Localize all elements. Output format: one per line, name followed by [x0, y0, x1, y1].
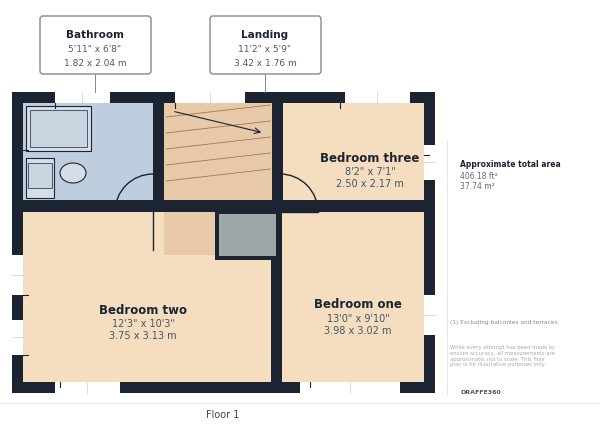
Bar [12, 92, 435, 393]
Bar [55, 92, 110, 103]
Bar [215, 210, 280, 260]
Bar [164, 212, 272, 255]
Bar [23, 103, 424, 382]
Text: Landing: Landing [241, 30, 289, 40]
Bar [55, 382, 120, 393]
Bar [28, 163, 52, 188]
Bar [345, 92, 410, 103]
Bar [23, 200, 424, 212]
Text: (1) Excluding balconies and terraces: (1) Excluding balconies and terraces [450, 320, 557, 325]
Bar [153, 103, 164, 200]
Bar [23, 103, 153, 200]
Text: 3.75 x 3.13 m: 3.75 x 3.13 m [109, 331, 177, 341]
Ellipse shape [60, 163, 86, 183]
Bar [424, 295, 435, 335]
Text: 13'0" x 9'10": 13'0" x 9'10" [326, 314, 389, 324]
Text: DRAFFE360: DRAFFE360 [460, 390, 501, 395]
Bar [300, 382, 400, 393]
Text: 2.50 x 2.17 m: 2.50 x 2.17 m [336, 179, 404, 189]
Text: 5'11" x 6'8": 5'11" x 6'8" [68, 45, 122, 55]
Text: 406.18 ft²: 406.18 ft² [460, 172, 498, 181]
Text: 12'3" x 10'3": 12'3" x 10'3" [112, 319, 175, 329]
Bar [30, 110, 87, 147]
Text: 3.42 x 1.76 m: 3.42 x 1.76 m [233, 59, 296, 67]
Bar [283, 103, 424, 200]
Bar [424, 145, 435, 180]
FancyBboxPatch shape [210, 16, 321, 74]
Text: Floor 1: Floor 1 [206, 410, 239, 420]
Text: 11'2" x 5'9": 11'2" x 5'9" [239, 45, 292, 55]
Text: 3.98 x 3.02 m: 3.98 x 3.02 m [324, 326, 392, 336]
Bar [164, 103, 272, 200]
Bar [175, 92, 245, 103]
Bar [272, 103, 283, 200]
Text: 37.74 m²: 37.74 m² [460, 182, 495, 191]
Bar [219, 214, 276, 256]
Bar [26, 106, 91, 151]
Text: 8'2" x 7'1": 8'2" x 7'1" [344, 167, 395, 177]
Bar [12, 320, 23, 355]
Text: 1.82 x 2.04 m: 1.82 x 2.04 m [64, 59, 127, 67]
Text: Approximate total area: Approximate total area [460, 160, 561, 169]
Text: Bedroom one: Bedroom one [314, 298, 402, 312]
FancyBboxPatch shape [40, 16, 151, 74]
Text: Bedroom two: Bedroom two [99, 304, 187, 316]
Text: While every attempt has been made to
ensure accuracy, all measurements are
appro: While every attempt has been made to ens… [450, 345, 555, 368]
Text: Bathroom: Bathroom [66, 30, 124, 40]
Bar [12, 255, 23, 295]
Text: Bedroom three: Bedroom three [320, 151, 419, 165]
Bar [271, 212, 282, 382]
Bar [26, 158, 54, 198]
